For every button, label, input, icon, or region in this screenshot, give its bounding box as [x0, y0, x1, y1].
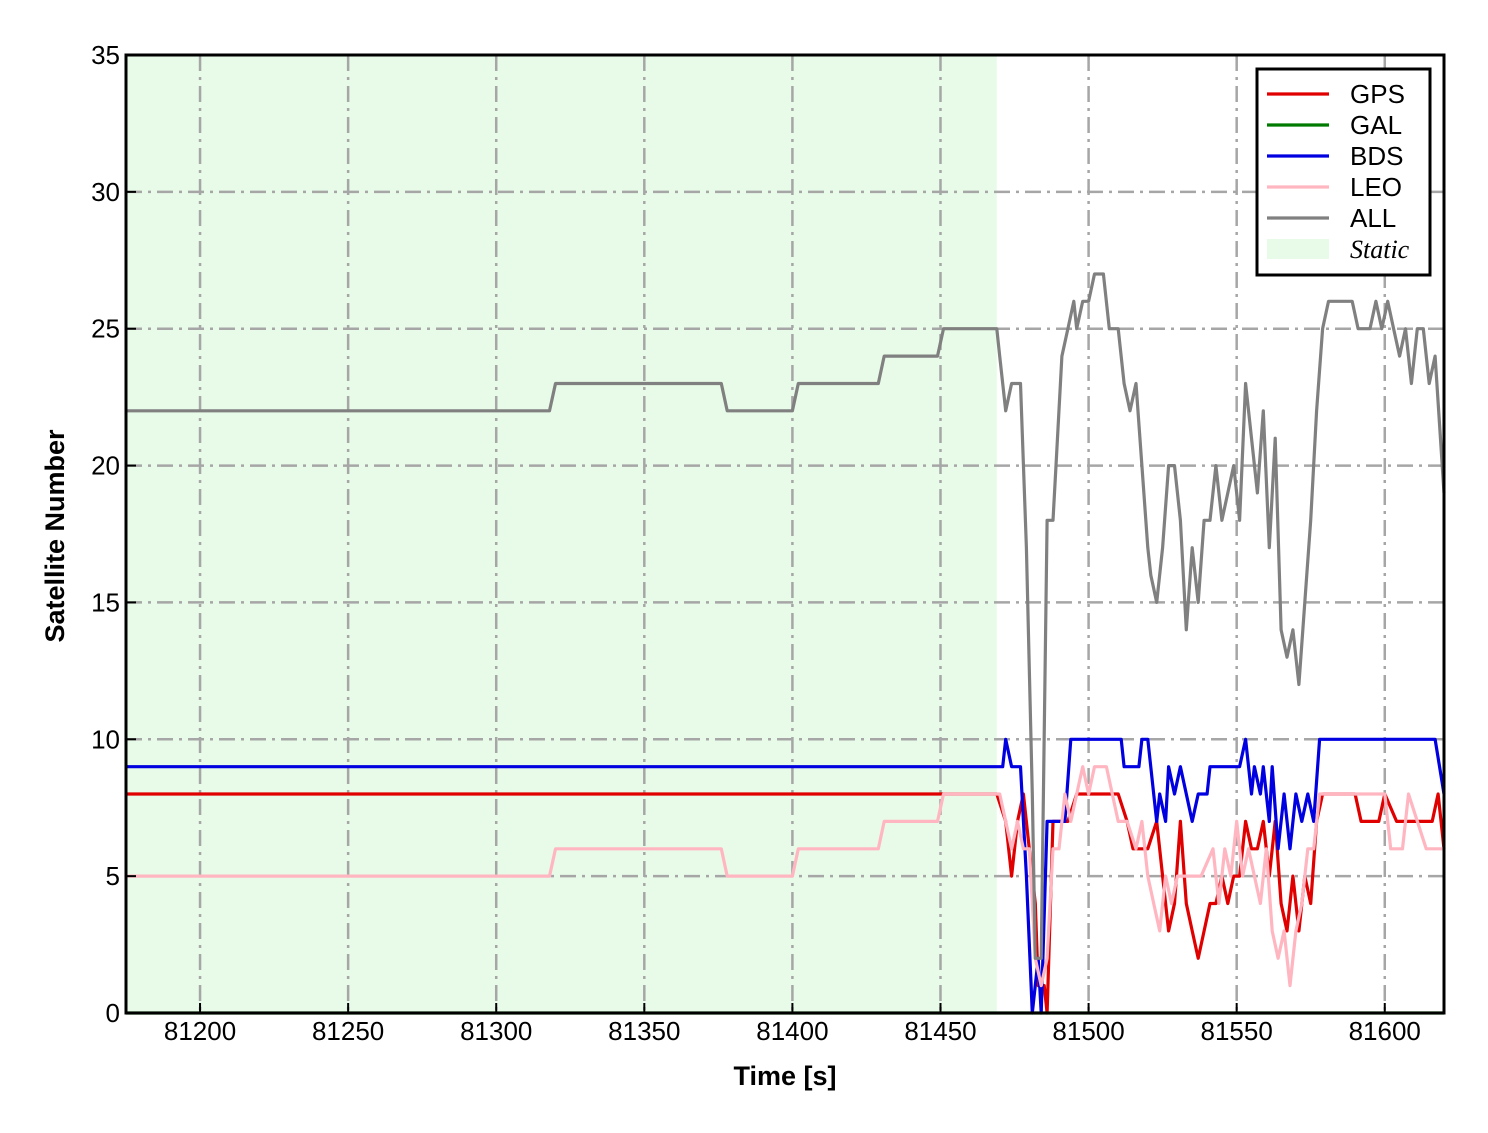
y-tick-label: 10: [91, 724, 120, 754]
x-tick-label: 81550: [1201, 1016, 1273, 1046]
legend-label-gal: GAL: [1350, 110, 1402, 140]
y-tick-label: 35: [91, 40, 120, 70]
series-line-leo: [126, 765, 1444, 988]
legend-label-static: Static: [1350, 235, 1410, 264]
y-tick-label: 20: [91, 451, 120, 481]
tick-layer: 81200 81250 81300 81350 81400 81450 81500 81550…: [91, 40, 1421, 1046]
y-tick-label: 5: [106, 861, 120, 891]
x-tick-label: 81250: [312, 1016, 384, 1046]
x-tick-label: 81600: [1349, 1016, 1421, 1046]
y-tick-label: 0: [106, 998, 120, 1028]
x-tick-label: 81200: [164, 1016, 236, 1046]
x-tick-label: 81500: [1052, 1016, 1124, 1046]
x-axis-title: Time [s]: [733, 1061, 836, 1091]
static-region-layer: [126, 55, 997, 1013]
y-tick-label: 30: [91, 177, 120, 207]
series-line-bds: [126, 737, 1446, 1015]
x-tick-label: 81450: [904, 1016, 976, 1046]
plot-frame: [124, 53, 1446, 1015]
legend-label-gps: GPS: [1350, 79, 1405, 109]
y-axis-title: Satellite Number: [40, 429, 70, 643]
x-tick-label: 81400: [756, 1016, 828, 1046]
legend-label-bds: BDS: [1350, 141, 1403, 171]
legend-label-leo: LEO: [1350, 172, 1402, 202]
y-tick-label: 25: [91, 314, 120, 344]
static-region: [126, 55, 997, 1013]
legend-swatch-static: [1267, 239, 1329, 259]
y-tick-label: 15: [91, 587, 120, 617]
x-tick-label: 81300: [460, 1016, 532, 1046]
x-tick-label: 81350: [608, 1016, 680, 1046]
series-line-all: [126, 272, 1446, 960]
legend-label-all: ALL: [1350, 203, 1396, 233]
